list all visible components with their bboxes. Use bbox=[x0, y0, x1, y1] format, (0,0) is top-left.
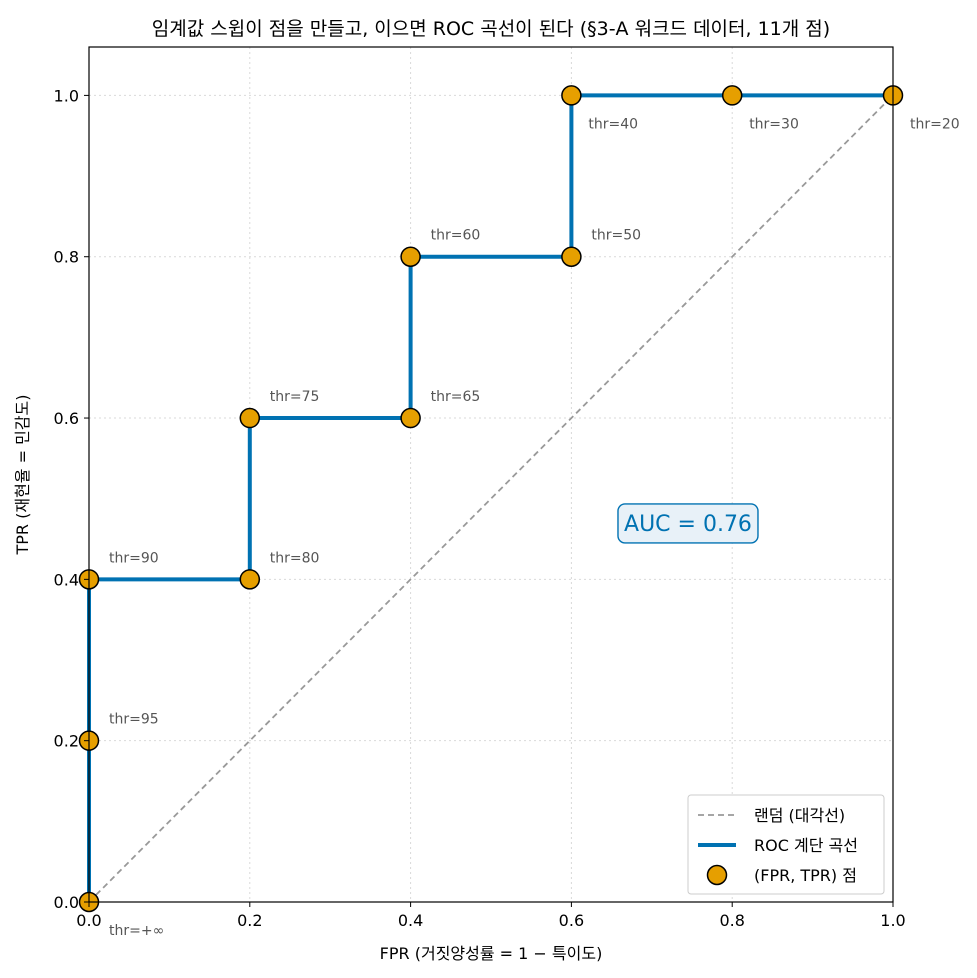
roc-point bbox=[400, 246, 421, 267]
auc-annotation: AUC = 0.76 bbox=[617, 503, 759, 544]
legend-swatch-points bbox=[706, 864, 728, 886]
threshold-label: thr=40 bbox=[588, 116, 638, 132]
roc-point bbox=[561, 85, 582, 106]
threshold-label: thr=90 bbox=[109, 550, 159, 566]
y-tick-label: 0.4 bbox=[54, 570, 79, 589]
legend-label-roc: ROC 계단 곡선 bbox=[754, 836, 858, 855]
threshold-label: thr=75 bbox=[270, 389, 320, 405]
y-tick-label: 0.8 bbox=[54, 248, 79, 267]
threshold-label: thr=95 bbox=[109, 712, 159, 728]
legend-frame bbox=[687, 794, 885, 895]
threshold-label: thr=20 bbox=[910, 116, 960, 132]
x-tick-label: 0.6 bbox=[559, 911, 584, 930]
auc-text: AUC = 0.76 bbox=[624, 512, 752, 537]
roc-point bbox=[400, 407, 421, 429]
y-axis-label: TPR (재현율 = 민감도) bbox=[13, 394, 32, 555]
legend: 랜덤 (대각선) ROC 계단 곡선 (FPR, TPR) 점 bbox=[687, 794, 885, 895]
threshold-label: thr=50 bbox=[591, 228, 641, 244]
roc-point bbox=[239, 407, 261, 429]
threshold-label: thr=80 bbox=[270, 550, 320, 566]
axis-ticks: 0.0 0.2 0.4 0.6 0.8 1.0 0.0 0.2 0.4 0.6 0.8 1.0 bbox=[54, 86, 906, 930]
plot-frame bbox=[88, 46, 894, 903]
threshold-labels: thr=+∞ thr=95 thr=90 thr=80 thr=75 thr=65 thr=… bbox=[109, 116, 960, 939]
x-tick-label: 0.4 bbox=[398, 911, 423, 930]
series-layer bbox=[87, 93, 894, 903]
threshold-label: thr=30 bbox=[749, 116, 799, 132]
x-tick-label: 0.2 bbox=[237, 911, 262, 930]
x-tick-label: 0.8 bbox=[719, 911, 744, 930]
x-tick-label: 0.0 bbox=[76, 911, 101, 930]
roc-point bbox=[561, 246, 582, 267]
x-tick-label: 1.0 bbox=[880, 911, 905, 930]
y-tick-label: 0.6 bbox=[54, 409, 79, 428]
legend-label-random: 랜덤 (대각선) bbox=[754, 806, 845, 825]
y-tick-label: 0.2 bbox=[54, 732, 79, 751]
threshold-label: thr=65 bbox=[431, 389, 481, 405]
y-tick-label: 1.0 bbox=[54, 86, 79, 105]
random-diagonal-line bbox=[88, 94, 894, 903]
auc-box-background bbox=[617, 503, 759, 544]
x-axis-label: FPR (거짓양성률 = 1 − 특이도) bbox=[380, 944, 603, 963]
legend-label-points: (FPR, TPR) 점 bbox=[754, 866, 857, 885]
roc-point bbox=[239, 569, 261, 590]
y-tick-label: 0.0 bbox=[54, 893, 79, 912]
threshold-label: thr=+∞ bbox=[109, 923, 164, 939]
roc-point bbox=[721, 85, 743, 106]
chart-title: 임계값 스윕이 점을 만들고, 이으면 ROC 곡선이 된다 (§3-A 워크드… bbox=[152, 18, 830, 40]
grid bbox=[88, 47, 894, 903]
threshold-label: thr=60 bbox=[431, 228, 481, 244]
